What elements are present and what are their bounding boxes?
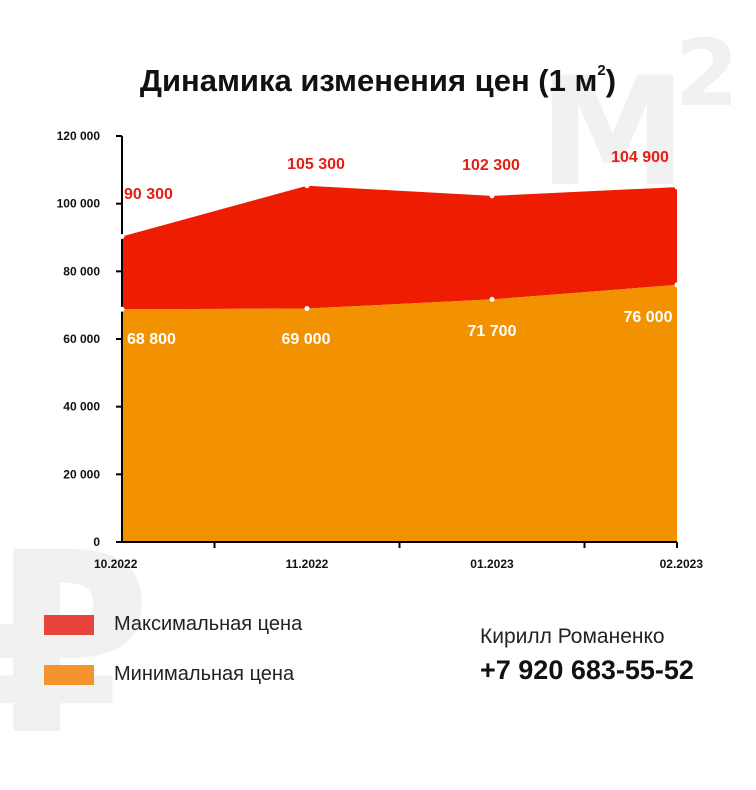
x-tick-label: 10.2022 [94, 557, 138, 571]
max-point [119, 233, 125, 239]
contact-name: Кирилл Романенко [480, 625, 665, 648]
max-point [674, 184, 680, 190]
min-point [489, 296, 495, 302]
legend-label-min: Минимальная цена [114, 663, 295, 685]
data-label-min: 68 800 [127, 331, 176, 348]
legend-swatch-max [44, 614, 94, 635]
chart-title: Динамика изменения цен (1 м2) [139, 62, 617, 98]
legend-item-max: Максимальная цена [44, 613, 302, 636]
area-max-price [122, 185, 677, 310]
y-tick-label: 100 000 [57, 197, 101, 211]
contact-phone: +7 920 683-55-52 [480, 655, 694, 685]
data-label-max: 90 300 [124, 186, 173, 203]
y-tick-label: 20 000 [63, 467, 100, 481]
data-label-min: 69 000 [282, 331, 331, 348]
data-label-min: 76 000 [624, 309, 673, 326]
data-label-max: 102 300 [462, 157, 520, 174]
x-tick-label: 11.2022 [286, 557, 329, 571]
y-tick-label: 80 000 [63, 264, 100, 278]
axes: 0 20 000 40 000 60 000 80 000 100 000 120 000 1… [57, 129, 704, 571]
legend-swatch-min [44, 664, 94, 685]
y-tick-label: 0 [93, 535, 100, 549]
x-tick-label: 01.2023 [470, 557, 514, 571]
watermark-ruble: ₽ [0, 499, 152, 790]
min-point [674, 282, 680, 288]
legend-item-min: Минимальная цена [44, 663, 294, 686]
watermark-m: М [538, 46, 688, 220]
max-point [489, 193, 495, 199]
legend-label-max: Максимальная цена [114, 613, 303, 635]
min-point [304, 306, 310, 312]
y-tick-label: 60 000 [63, 332, 100, 346]
y-tick-label: 40 000 [63, 400, 100, 414]
data-labels: 90 300 105 300 102 300 104 900 68 800 69 000 7… [119, 149, 680, 348]
data-label-min: 71 700 [468, 323, 517, 340]
data-label-max: 105 300 [287, 156, 345, 173]
y-tick-label: 120 000 [57, 129, 101, 143]
area-min-price [122, 284, 677, 542]
min-point [119, 306, 125, 312]
data-label-max: 104 900 [611, 149, 669, 166]
max-point [304, 183, 310, 189]
watermark-2: 2 [675, 20, 740, 127]
x-tick-label: 02.2023 [660, 557, 704, 571]
area-chart: 0 20 000 40 000 60 000 80 000 100 000 120 000 1… [57, 129, 704, 571]
contact-block: Кирилл Романенко +7 920 683-55-52 [480, 625, 694, 686]
